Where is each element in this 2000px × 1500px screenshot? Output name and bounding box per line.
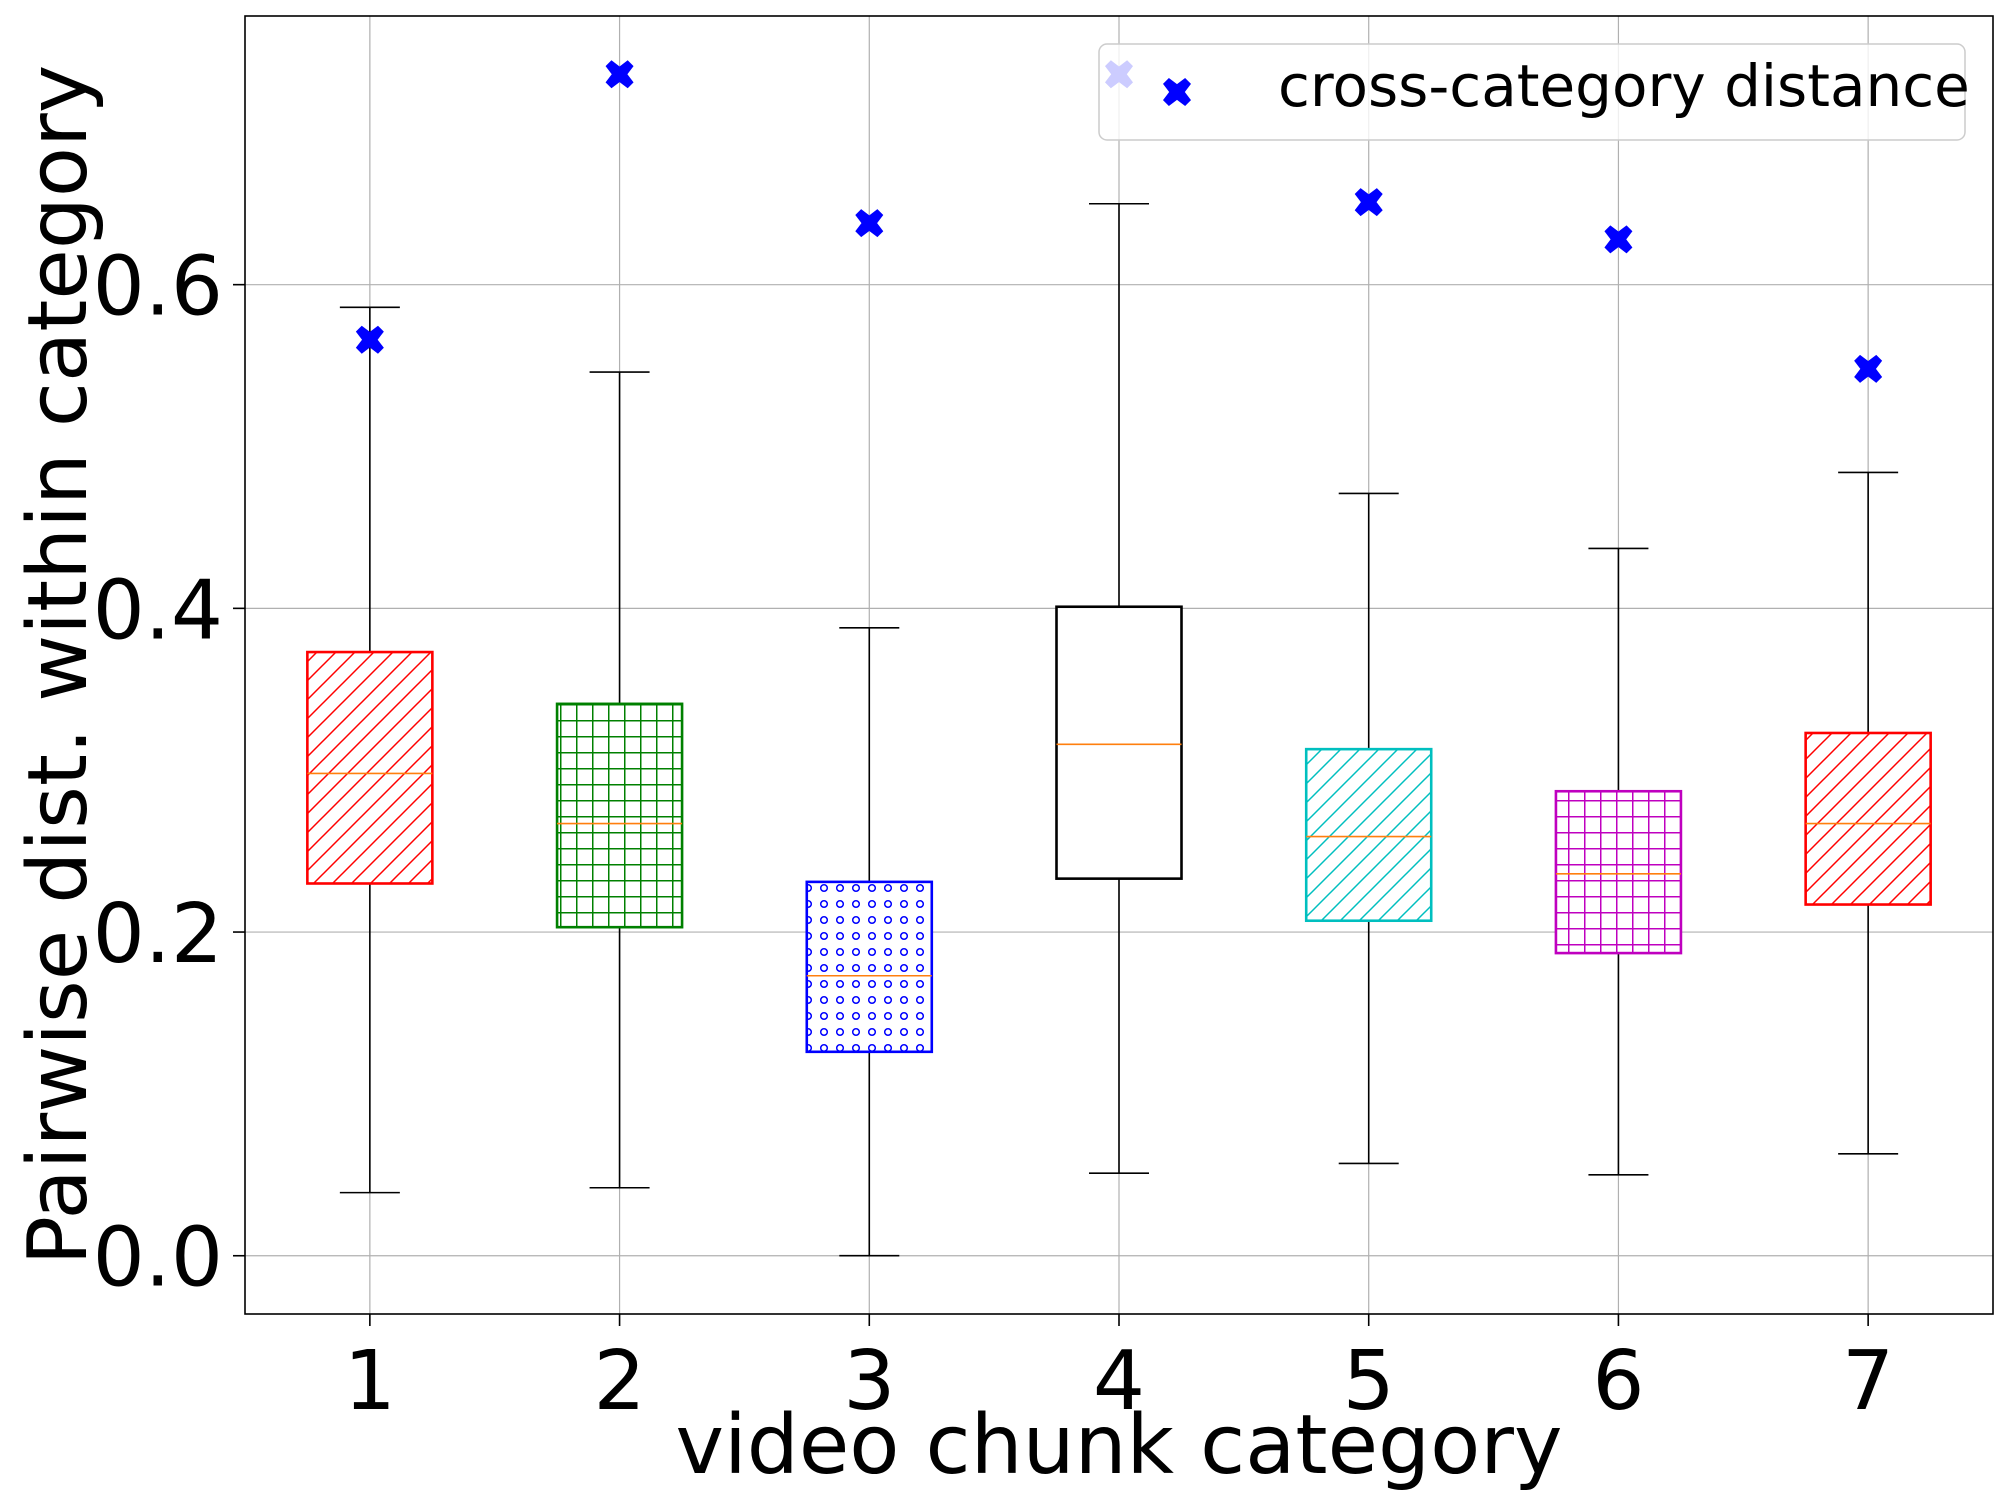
y-tick-label: 0.6	[93, 240, 223, 335]
x-tick-label: 3	[843, 1334, 895, 1429]
box-category-4	[1055, 605, 1183, 880]
x-tick-label: 4	[1093, 1334, 1145, 1429]
whiskers	[339, 202, 1899, 1257]
legend-box	[1098, 43, 1966, 141]
box-category-5	[1304, 747, 1433, 923]
cross-category-point	[1604, 225, 1633, 254]
x-axis-label: video chunk category	[676, 1398, 1563, 1493]
box-category-2	[555, 702, 684, 929]
box-category-7	[1804, 731, 1932, 906]
legend: cross-category distance	[1098, 43, 1970, 141]
cross-category-point	[1354, 188, 1383, 217]
y-axis-label: Pairwise dist. within category	[11, 65, 106, 1266]
legend-x-marker-icon	[1163, 78, 1191, 106]
boxes	[306, 605, 1932, 1054]
cross-category-point	[355, 325, 384, 354]
box-category-1	[306, 650, 434, 885]
cross-category-point	[605, 60, 634, 89]
box-category-6	[1554, 789, 1683, 955]
x-tick-label: 5	[1343, 1334, 1395, 1429]
x-tick-label: 6	[1592, 1334, 1644, 1429]
x-tick-label: 7	[1842, 1334, 1894, 1429]
cross-category-point	[855, 209, 884, 238]
cross-category-markers	[355, 60, 1883, 383]
legend-label: cross-category distance	[1278, 52, 1970, 120]
y-tick-label: 0.2	[93, 887, 223, 982]
x-tick-label: 2	[593, 1334, 645, 1429]
legend-x-marker-shape	[1163, 78, 1191, 106]
y-tick-label: 0.4	[93, 563, 223, 658]
x-tick-label: 1	[344, 1334, 396, 1429]
box-category-3	[805, 880, 934, 1054]
cross-category-point	[1854, 354, 1883, 383]
x-axis-ticks: 1 2 3 4 5 6 7	[344, 1314, 1894, 1429]
y-axis-ticks: 0.0 0.2 0.4 0.6	[93, 240, 245, 1306]
y-tick-label: 0.0	[93, 1211, 223, 1306]
